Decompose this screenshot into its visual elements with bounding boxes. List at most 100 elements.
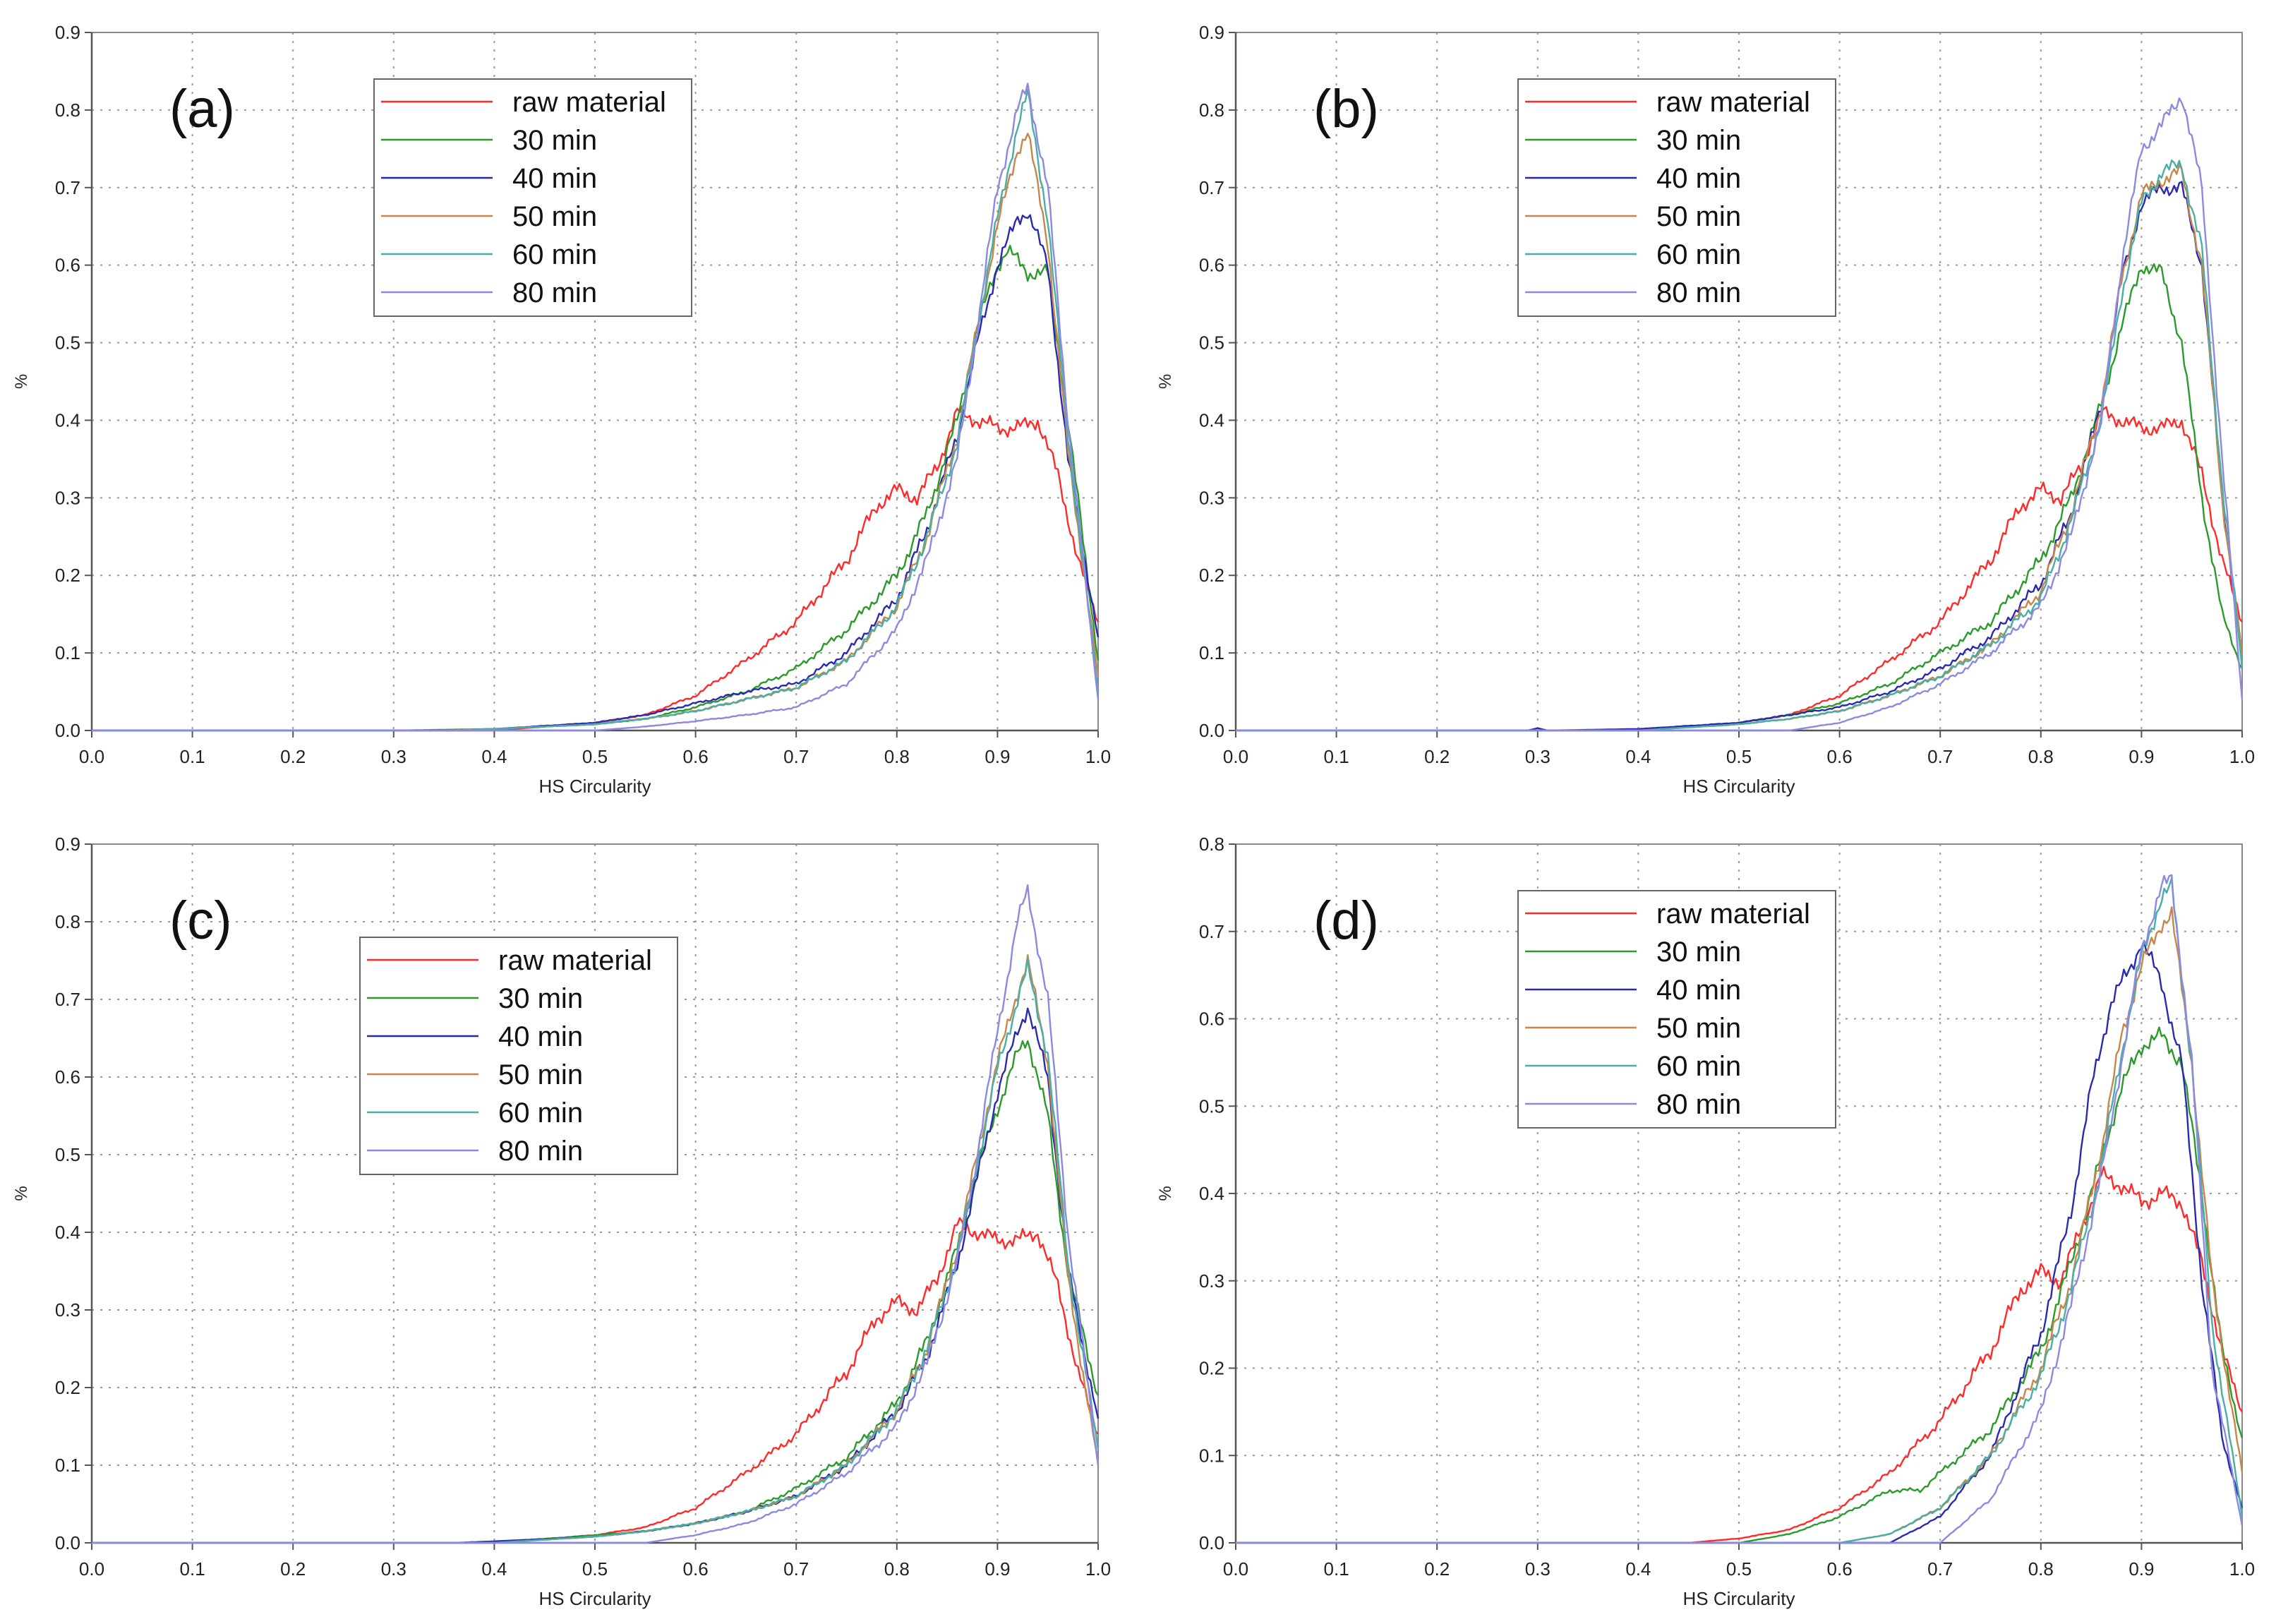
x-tick-label: 0.6 <box>683 746 709 767</box>
y-tick-label: 0.8 <box>55 100 80 121</box>
x-axis-label: HS Circularity <box>1683 776 1795 797</box>
y-tick-label: 0.6 <box>1199 1009 1224 1030</box>
x-tick-label: 0.0 <box>1223 1558 1248 1580</box>
y-axis-label: % <box>12 1186 31 1201</box>
panel-label: (c) <box>169 891 232 951</box>
chart-svg-b: 0.0 0.1 0.2 0.3 0.4 0.5 0.6 0.7 0.8 0.9 1.0 0.0 0.1 0… <box>1156 22 2255 797</box>
y-axis-label: % <box>12 374 31 389</box>
chart-svg-d: 0.0 0.1 0.2 0.3 0.4 0.5 0.6 0.7 0.8 0.9 1.0 0.0 0.1 0… <box>1156 834 2255 1609</box>
x-tick-label: 0.8 <box>884 746 910 767</box>
series-group <box>1236 97 2244 732</box>
legend-box <box>373 78 692 317</box>
x-tick-label: 1.0 <box>1085 746 1111 767</box>
legend-label: 60 min <box>512 239 597 270</box>
legend-label: 30 min <box>1656 125 1741 156</box>
y-tick-label: 0.9 <box>1199 22 1224 43</box>
legend-label: 30 min <box>1656 937 1741 968</box>
y-axis-label: % <box>1156 1186 1175 1201</box>
chart-svg-a: 0.0 0.1 0.2 0.3 0.4 0.5 0.6 0.7 0.8 0.9 1.0 0.0 0.1 0… <box>12 22 1111 797</box>
x-tick-label: 0.0 <box>1223 746 1248 767</box>
x-tick-label: 0.3 <box>381 1558 407 1580</box>
legend-label: 60 min <box>498 1097 583 1129</box>
x-tick-label: 0.1 <box>180 746 205 767</box>
x-tick-label: 1.0 <box>2229 1558 2255 1580</box>
y-tick-label: 0.6 <box>55 255 80 276</box>
legend-label: 80 min <box>1656 1089 1741 1120</box>
series-line-80-min <box>1236 97 2244 732</box>
series-line-raw-material <box>92 405 1100 732</box>
legend-label: 30 min <box>512 125 597 156</box>
y-tick-label: 0.5 <box>55 332 80 354</box>
y-tick-label: 0.4 <box>55 1222 80 1243</box>
x-tick-label: 0.2 <box>1424 1558 1450 1580</box>
y-tick-label: 0.2 <box>55 1377 80 1398</box>
x-axis-label: HS Circularity <box>539 1588 651 1609</box>
axes: 0.0 0.1 0.2 0.3 0.4 0.5 0.6 0.7 0.8 0.9 1.0 0.0 0.1 0… <box>55 22 1111 767</box>
legend-label: raw material <box>1656 898 1810 930</box>
y-tick-label: 0.3 <box>1199 1270 1224 1292</box>
legend-label: 60 min <box>1656 1051 1741 1082</box>
legend: raw material 30 min 40 min 50 min 60 min 80 m… <box>359 937 678 1175</box>
series-line-raw-material <box>92 1217 1099 1544</box>
x-tick-label: 0.8 <box>884 1558 910 1580</box>
x-tick-label: 0.4 <box>1625 1558 1651 1580</box>
x-tick-label: 0.1 <box>180 1558 205 1580</box>
legend-label: 40 min <box>1656 975 1741 1006</box>
y-tick-label: 0.0 <box>55 720 80 741</box>
series-group <box>1236 874 2244 1544</box>
legend-label: 40 min <box>1656 163 1741 194</box>
legend-box <box>359 937 678 1175</box>
grid <box>1236 844 2242 1543</box>
y-tick-label: 0.7 <box>1199 177 1224 198</box>
x-tick-label: 0.7 <box>1927 746 1953 767</box>
series-line-80-min <box>92 83 1100 732</box>
axes: 0.0 0.1 0.2 0.3 0.4 0.5 0.6 0.7 0.8 0.9 1.0 0.0 0.1 0… <box>1199 834 2255 1580</box>
y-tick-label: 0.3 <box>55 487 80 508</box>
legend-label: 50 min <box>1656 1013 1741 1044</box>
x-tick-label: 0.9 <box>985 746 1010 767</box>
series-group <box>92 83 1100 732</box>
x-tick-label: 0.8 <box>2028 1558 2054 1580</box>
x-tick-label: 0.5 <box>582 746 608 767</box>
x-tick-label: 1.0 <box>1085 1558 1111 1580</box>
x-tick-label: 0.6 <box>1827 1558 1853 1580</box>
y-tick-label: 0.0 <box>1199 720 1224 741</box>
x-tick-label: 0.4 <box>481 1558 507 1580</box>
x-tick-label: 0.3 <box>1525 1558 1551 1580</box>
panel-label: (b) <box>1313 79 1379 139</box>
y-tick-label: 0.2 <box>1199 565 1224 586</box>
y-tick-label: 0.2 <box>1199 1358 1224 1379</box>
y-tick-label: 0.7 <box>55 177 80 198</box>
panel-label: (d) <box>1313 891 1379 951</box>
legend-label: 40 min <box>512 163 597 194</box>
grid <box>92 844 1098 1543</box>
chart-panel-a: 0.0 0.1 0.2 0.3 0.4 0.5 0.6 0.7 0.8 0.9 1.0 0.0 0.1 0… <box>0 0 1144 812</box>
legend-label: raw material <box>1656 87 1810 118</box>
x-tick-label: 0.3 <box>1525 746 1551 767</box>
chart-panel-d: 0.0 0.1 0.2 0.3 0.4 0.5 0.6 0.7 0.8 0.9 1.0 0.0 0.1 0… <box>1144 812 2288 1624</box>
axes: 0.0 0.1 0.2 0.3 0.4 0.5 0.6 0.7 0.8 0.9 1.0 0.0 0.1 0… <box>1199 22 2255 767</box>
x-tick-label: 0.0 <box>79 746 104 767</box>
x-tick-label: 0.7 <box>1927 1558 1953 1580</box>
y-tick-label: 0.5 <box>55 1144 80 1165</box>
y-axis-label: % <box>1156 374 1175 389</box>
y-tick-label: 0.1 <box>1199 1445 1224 1466</box>
legend-box <box>1517 78 1836 317</box>
y-tick-label: 0.8 <box>1199 100 1224 121</box>
y-tick-label: 0.5 <box>1199 332 1224 354</box>
y-tick-label: 0.1 <box>55 642 80 663</box>
chart-svg-c: 0.0 0.1 0.2 0.3 0.4 0.5 0.6 0.7 0.8 0.9 1.0 0.0 0.1 0… <box>12 834 1111 1609</box>
x-tick-label: 0.3 <box>381 746 407 767</box>
x-tick-label: 0.8 <box>2028 746 2054 767</box>
series-line-80-min <box>92 884 1100 1544</box>
x-tick-label: 0.1 <box>1324 1558 1349 1580</box>
y-tick-label: 0.8 <box>1199 834 1224 855</box>
legend-label: 80 min <box>498 1136 583 1167</box>
x-tick-label: 0.6 <box>1827 746 1853 767</box>
panel-label: (a) <box>169 79 235 139</box>
x-tick-label: 0.9 <box>2129 1558 2154 1580</box>
y-tick-label: 0.9 <box>55 22 80 43</box>
series-group <box>92 884 1100 1544</box>
y-tick-label: 0.6 <box>1199 255 1224 276</box>
x-tick-label: 0.4 <box>1625 746 1651 767</box>
